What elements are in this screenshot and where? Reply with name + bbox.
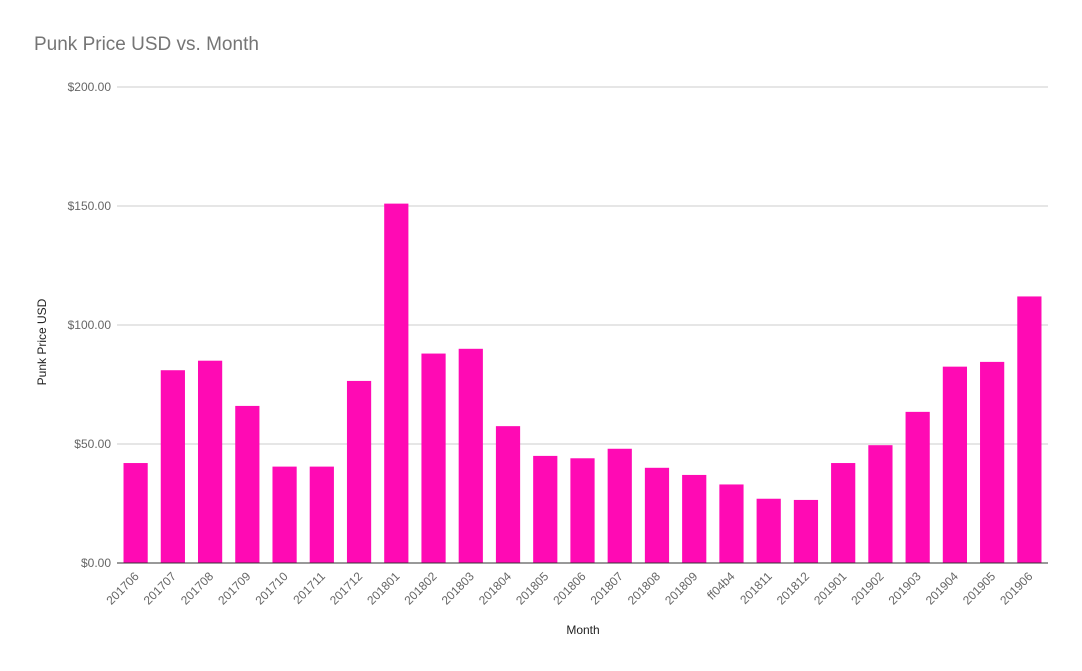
- x-tick-label: 201802: [401, 569, 439, 607]
- x-tick-label: 201902: [848, 569, 886, 607]
- bar-201901: [831, 463, 856, 563]
- x-tick-label: 201808: [625, 569, 663, 607]
- x-tick-label: 201708: [178, 569, 216, 607]
- bar-201807: [607, 448, 632, 563]
- x-tick-label: 201906: [997, 569, 1035, 607]
- x-tick-label: 201706: [104, 569, 142, 607]
- x-tick-label: 201903: [886, 569, 924, 607]
- bar-201711: [309, 466, 334, 563]
- bar-201707: [160, 370, 185, 563]
- x-tick-label: 201809: [662, 569, 700, 607]
- bars: [123, 203, 1042, 563]
- y-tick-label: $100.00: [68, 318, 112, 332]
- x-tick-labels: 201706 201707 201708 201709 201710 201711 2017…: [104, 569, 1036, 607]
- bar-201804: [495, 426, 521, 563]
- chart-title: Punk Price USD vs. Month: [34, 34, 259, 55]
- y-tick-label: $0.00: [81, 556, 111, 570]
- bar-201905: [980, 361, 1005, 563]
- bar-201904: [942, 366, 968, 563]
- y-tick-label: $200.00: [68, 80, 112, 94]
- x-tick-label: 201801: [364, 569, 402, 607]
- y-tick-labels: $0.00 $50.00 $100.00 $150.00 $200.00: [68, 80, 112, 570]
- bar-201809: [682, 474, 707, 563]
- x-tick-label: 201709: [215, 569, 253, 607]
- x-axis-title: Month: [566, 623, 600, 637]
- x-tick-label: 201905: [960, 569, 998, 607]
- y-tick-label: $50.00: [74, 437, 111, 451]
- bar-201811: [756, 498, 781, 563]
- x-tick-label: ff04b4: [704, 569, 738, 603]
- bar-201806: [570, 458, 595, 563]
- bar-201903: [905, 411, 930, 563]
- bar-201801: [384, 203, 409, 563]
- bar-201706: [123, 463, 148, 563]
- bar-201805: [533, 455, 558, 563]
- x-tick-label: 201807: [588, 569, 626, 607]
- bar-201812: [793, 499, 819, 563]
- bar-201712: [346, 380, 372, 563]
- x-tick-label: 201901: [811, 569, 849, 607]
- bar-201902: [868, 445, 893, 563]
- x-tick-label: 201711: [290, 569, 328, 607]
- x-tick-label: 201710: [252, 569, 290, 607]
- x-tick-label: 201707: [141, 569, 179, 607]
- gridlines: [117, 86, 1048, 445]
- x-tick-label: 201803: [439, 569, 477, 607]
- bar-201803: [458, 348, 483, 563]
- x-tick-label: 201811: [737, 569, 775, 607]
- x-tick-label: 201712: [327, 569, 365, 607]
- x-tick-label: 201804: [476, 569, 514, 607]
- bar-201808: [644, 467, 670, 563]
- y-tick-label: $150.00: [68, 199, 112, 213]
- bar-201710: [272, 466, 297, 563]
- x-tick-label: 201806: [550, 569, 588, 607]
- bar-201802: [421, 353, 446, 563]
- bar-201709: [235, 405, 260, 563]
- x-tick-label: 201812: [774, 569, 812, 607]
- bar-ff04b4: [719, 484, 744, 563]
- x-tick-label: 201805: [513, 569, 551, 607]
- x-tick-label: 201904: [923, 569, 961, 607]
- bar-201906: [1017, 296, 1042, 563]
- bar-201708: [197, 360, 223, 563]
